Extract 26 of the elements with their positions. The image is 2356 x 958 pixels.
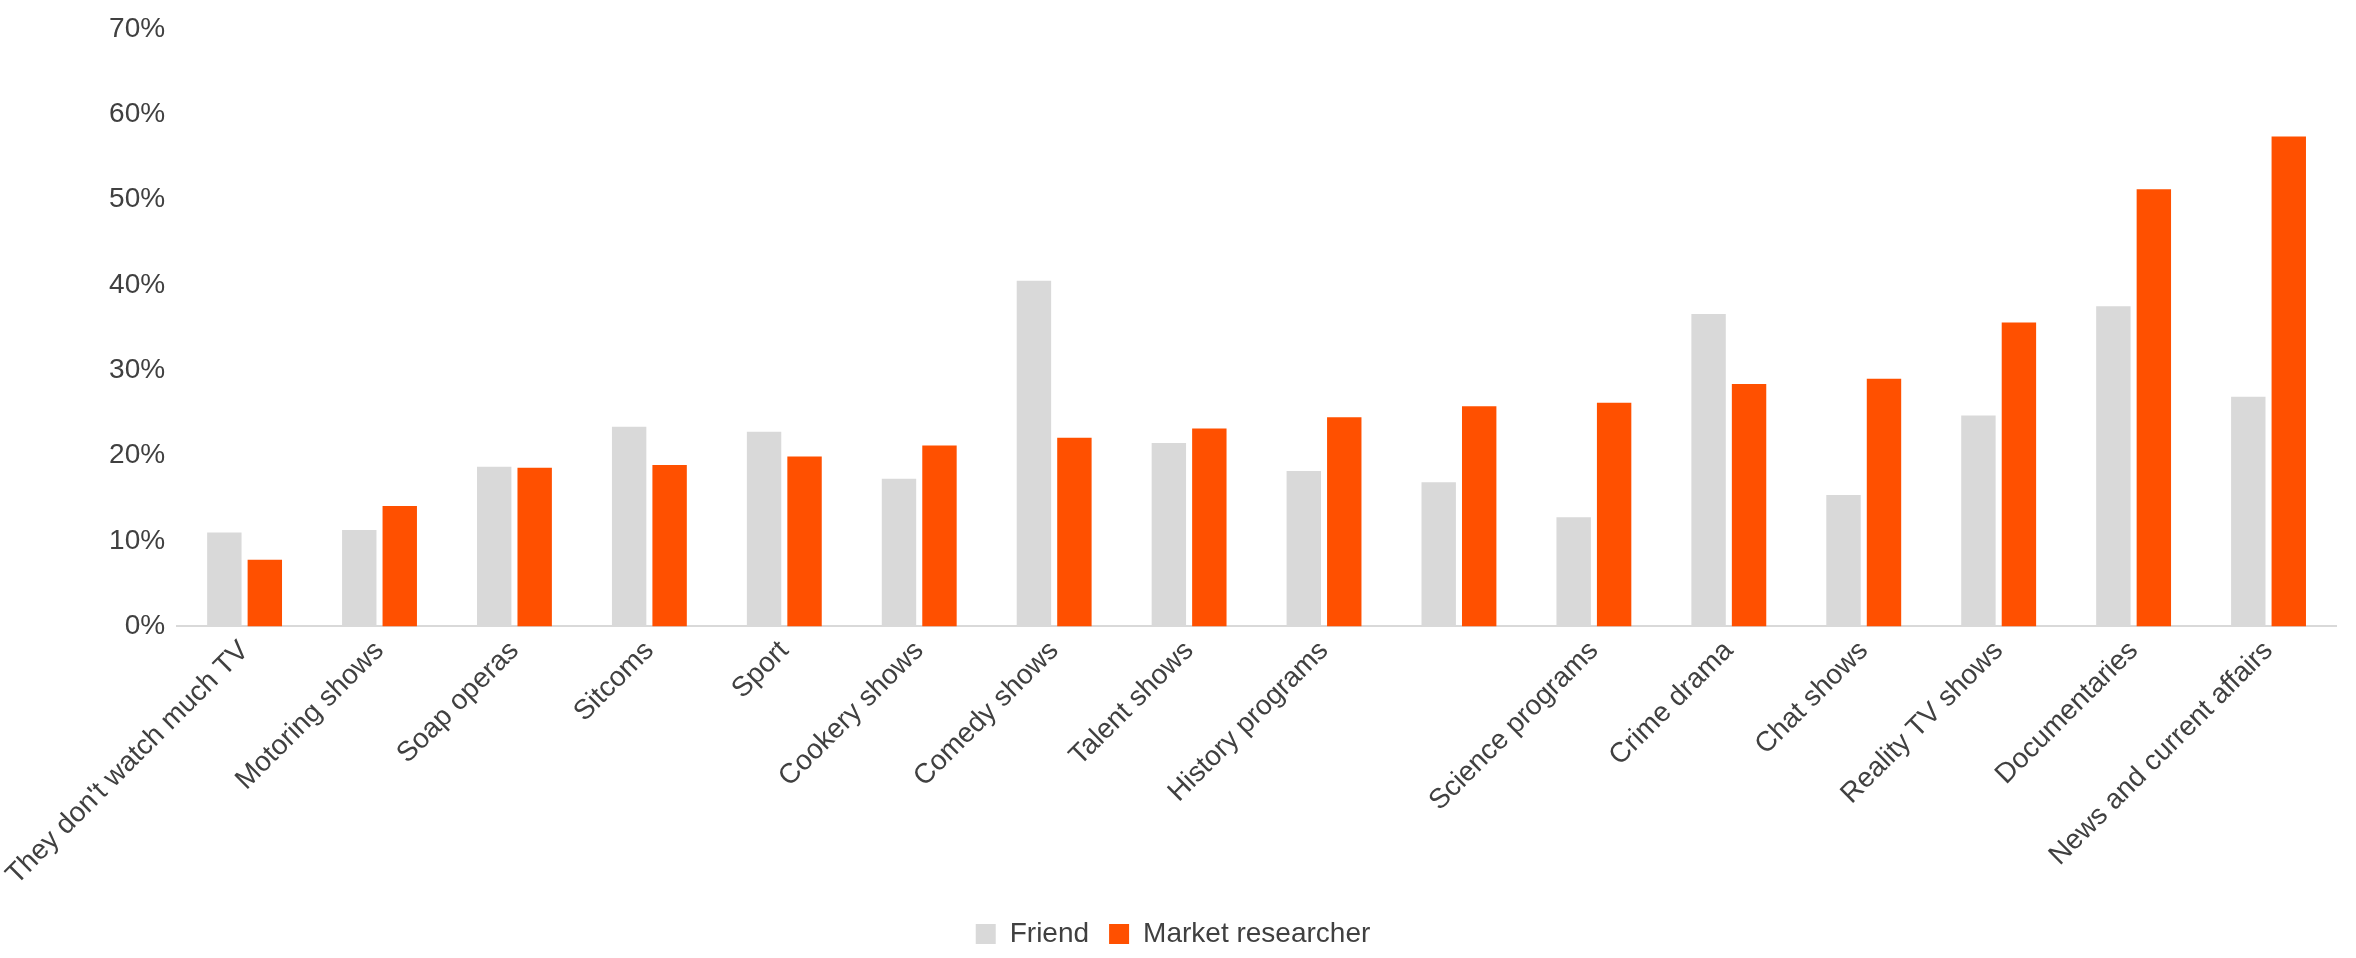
legend-label: Friend: [1009, 916, 1090, 948]
y-tick-label: 70%: [109, 11, 166, 43]
bar: [1057, 437, 1092, 627]
bar: [1327, 417, 1362, 627]
bar: [382, 506, 417, 627]
y-tick-label: 30%: [109, 353, 166, 385]
y-tick-label: 40%: [109, 267, 166, 299]
bar: [652, 465, 687, 627]
y-tick-label: 10%: [109, 523, 166, 555]
bar: [922, 445, 957, 627]
bar: [517, 467, 552, 627]
bar: [247, 559, 283, 627]
bar: [2001, 322, 2037, 627]
y-tick-label: 20%: [109, 438, 166, 470]
legend-label: Market researcher: [1143, 916, 1371, 948]
bar: [1731, 383, 1767, 627]
bar: [787, 456, 822, 627]
bar: [1596, 402, 1632, 627]
bar: [1461, 406, 1497, 627]
y-tick-label: 50%: [109, 182, 166, 214]
bar: [2271, 136, 2306, 627]
y-tick-label: 60%: [109, 96, 166, 128]
y-tick-label: 0%: [124, 609, 166, 641]
bar: [1866, 378, 1902, 627]
bar: [1192, 428, 1227, 627]
bar: [2136, 189, 2172, 627]
